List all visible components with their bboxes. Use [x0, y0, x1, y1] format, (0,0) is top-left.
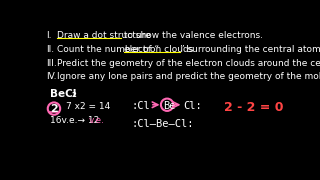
Text: electron clouds: electron clouds — [124, 45, 194, 54]
Text: 2: 2 — [50, 104, 58, 114]
Text: Draw a dot structure: Draw a dot structure — [57, 31, 151, 40]
Text: IV.: IV. — [46, 72, 57, 81]
Text: Count the number of “: Count the number of “ — [57, 45, 159, 54]
Text: Be: Be — [163, 101, 176, 111]
Text: ” surrounding the central atom.: ” surrounding the central atom. — [180, 45, 320, 54]
Text: Cl:: Cl: — [183, 101, 202, 111]
Text: II.: II. — [46, 45, 54, 54]
Text: 16v.e.→ 12: 16v.e.→ 12 — [50, 116, 99, 125]
Text: v.e.: v.e. — [89, 116, 105, 125]
Text: III.: III. — [46, 58, 57, 68]
Text: 2: 2 — [72, 92, 76, 98]
Text: :Cl—Be—Cl:: :Cl—Be—Cl: — [132, 119, 194, 129]
Text: 7 x2 = 14: 7 x2 = 14 — [66, 102, 111, 111]
Text: BeCl: BeCl — [50, 89, 76, 99]
Text: 2 - 2 = 0: 2 - 2 = 0 — [224, 101, 283, 114]
Text: to show the valence electrons.: to show the valence electrons. — [121, 31, 263, 40]
Text: Predict the geometry of the electron clouds around the central atom.: Predict the geometry of the electron clo… — [57, 58, 320, 68]
Text: :Cl: :Cl — [132, 101, 150, 111]
Text: I.: I. — [46, 31, 52, 40]
Text: Ignore any lone pairs and predict the geometry of the molecule/ion.: Ignore any lone pairs and predict the ge… — [57, 72, 320, 81]
